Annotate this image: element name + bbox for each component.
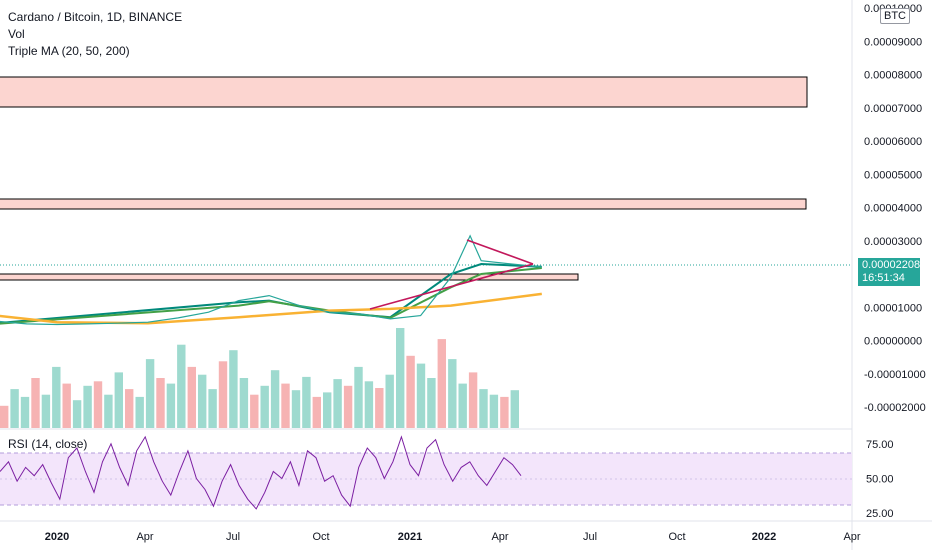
- time-tick-label: Jul: [583, 531, 597, 543]
- currency-label[interactable]: BTC: [880, 8, 910, 24]
- volume-bar: [156, 378, 165, 428]
- volume-bar: [291, 390, 301, 428]
- volume-bar: [270, 370, 280, 428]
- volume-bar: [250, 394, 259, 428]
- time-tick-label: Oct: [312, 531, 329, 543]
- volume-bar: [468, 372, 478, 428]
- volume-bar: [260, 385, 269, 428]
- countdown-timer: 16:51:34: [862, 272, 905, 284]
- volume-bars: [0, 328, 519, 428]
- volume-bar: [10, 389, 19, 428]
- time-tick-label: Apr: [491, 531, 508, 543]
- volume-bar: [364, 381, 374, 428]
- rsi-line: [0, 435, 522, 510]
- volume-bar: [0, 405, 9, 428]
- volume-bar: [83, 385, 92, 428]
- price-tick-label: 0.00004000: [864, 203, 922, 215]
- volume-bar: [333, 379, 342, 428]
- time-tick-label: 2020: [45, 531, 69, 543]
- rsi-tick-label: 25.00: [866, 508, 894, 520]
- volume-bar: [93, 381, 103, 428]
- volume-bar: [437, 339, 446, 428]
- time-tick-label: Apr: [136, 531, 153, 543]
- volume-bar: [427, 378, 436, 428]
- price-tick-label: 0.00005000: [864, 169, 922, 181]
- volume-bar: [510, 390, 519, 428]
- ma-legend[interactable]: Triple MA (20, 50, 200): [8, 44, 130, 58]
- volume-bar: [396, 328, 405, 428]
- volume-bar: [312, 396, 321, 428]
- price-tick-label: 0.00001000: [864, 302, 922, 314]
- volume-bar: [208, 389, 217, 428]
- volume-bar: [479, 389, 488, 428]
- time-tick-label: 2022: [752, 531, 776, 543]
- price-tick-label: 0.00007000: [864, 103, 922, 115]
- volume-bar: [72, 400, 82, 428]
- volume-bar: [20, 396, 30, 428]
- price-tick-label: 0.00009000: [864, 36, 922, 48]
- rsi-tick-label: 75.00: [866, 439, 894, 451]
- volume-bar: [218, 361, 228, 428]
- time-tick-label: Jul: [226, 531, 240, 543]
- volume-bar: [229, 350, 238, 428]
- volume-bar: [375, 388, 384, 428]
- volume-bar: [458, 383, 467, 428]
- volume-bar: [354, 366, 363, 428]
- volume-bar: [166, 383, 176, 428]
- volume-bar: [125, 389, 134, 428]
- last-price-value: 0.00002208: [862, 259, 921, 271]
- volume-bar: [135, 396, 144, 428]
- volume-bar: [41, 394, 51, 428]
- volume-legend[interactable]: Vol: [8, 27, 25, 41]
- last-price-tag: 0.00002208 16:51:34: [858, 258, 920, 286]
- volume-bar: [145, 359, 155, 428]
- volume-bar: [281, 383, 290, 428]
- ma-line-3: [0, 292, 542, 325]
- price-axis: 0.000100000.000090000.000080000.00007000…: [864, 3, 926, 414]
- volume-bar: [385, 374, 394, 428]
- volume-bar: [343, 385, 353, 428]
- price-tick-label: 0.00003000: [864, 236, 922, 248]
- volume-bar: [114, 372, 123, 428]
- price-line: [0, 234, 542, 326]
- price-series: [0, 234, 542, 326]
- support-zone[interactable]: [0, 273, 579, 281]
- volume-bar: [500, 396, 509, 428]
- volume-bar: [323, 392, 332, 428]
- price-tick-label: -0.00001000: [864, 369, 926, 381]
- price-tick-label: 0.00000000: [864, 336, 922, 348]
- rsi-axis: 75.00 50.00 25.00: [866, 439, 894, 520]
- volume-bar: [489, 394, 499, 428]
- price-tick-label: 0.00008000: [864, 70, 922, 82]
- volume-bar: [31, 378, 40, 428]
- volume-bar: [198, 374, 207, 428]
- time-tick-label: Oct: [668, 531, 685, 543]
- resistance-zone-upper[interactable]: [0, 76, 808, 108]
- price-tick-label: 0.00006000: [864, 136, 922, 148]
- trendline-lower[interactable]: [369, 263, 534, 310]
- volume-bar: [187, 366, 196, 428]
- time-tick-label: Apr: [843, 531, 860, 543]
- volume-bar: [104, 394, 113, 428]
- volume-bar: [448, 359, 457, 428]
- volume-bar: [239, 378, 249, 428]
- time-axis: 2020 Apr Jul Oct 2021 Apr Jul Oct 2022 Apr: [45, 531, 861, 543]
- trendline-upper[interactable]: [466, 239, 534, 265]
- volume-bar: [416, 363, 426, 428]
- volume-bar: [177, 344, 186, 428]
- rsi-legend[interactable]: RSI (14, close): [8, 437, 88, 451]
- price-tick-label: -0.00002000: [864, 402, 926, 414]
- volume-bar: [302, 376, 311, 428]
- volume-bar: [406, 355, 415, 428]
- volume-bar: [62, 383, 71, 428]
- resistance-zone-middle[interactable]: [0, 198, 807, 210]
- moving-averages: [0, 262, 542, 325]
- time-tick-label: 2021: [398, 531, 422, 543]
- rsi-tick-label: 50.00: [866, 473, 894, 485]
- symbol-legend[interactable]: Cardano / Bitcoin, 1D, BINANCE: [8, 10, 183, 24]
- volume-bar: [52, 366, 61, 428]
